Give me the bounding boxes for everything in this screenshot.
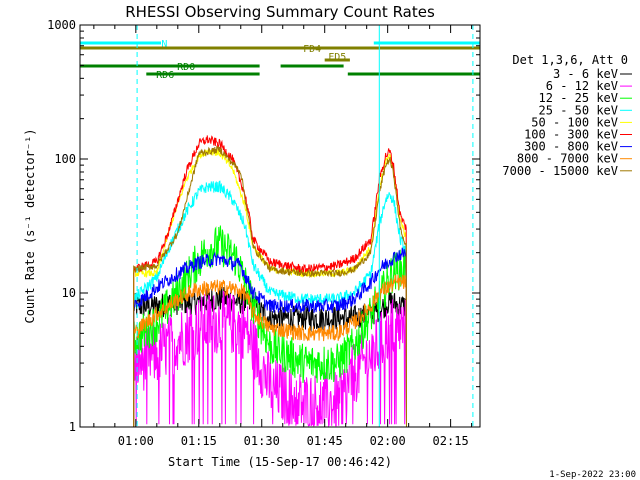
x-tick-label-1: 01:15 [181, 434, 217, 448]
flag-label-3: RD0 [177, 62, 195, 73]
series-line-5 [133, 135, 407, 428]
x-axis-label: Start Time (15-Sep-17 00:46:42) [168, 455, 392, 469]
legend-label-0: 3 - 6 keV [553, 67, 618, 81]
legend-label-1: 6 - 12 keV [546, 79, 618, 93]
series-line-2 [133, 225, 407, 428]
plot-frame [79, 24, 481, 428]
legend-label-3: 25 - 50 keV [539, 103, 618, 117]
legend-label-8: 7000 - 15000 keV [502, 164, 618, 178]
series-line-3 [133, 180, 407, 428]
x-axis: 01:00 01:15 01:30 01:45 02:00 02:15 [93, 25, 473, 448]
chart-title: RHESSI Observing Summary Count Rates [125, 3, 435, 21]
series-line-8 [133, 145, 407, 428]
series-line-1 [133, 290, 407, 428]
x-tick-label-5: 02:15 [433, 434, 469, 448]
legend-label-7: 800 - 7000 keV [517, 152, 618, 166]
y-axis-label: Count Rate (s⁻¹ detector⁻¹) [23, 128, 37, 323]
y-tick-label-3: 1000 [47, 18, 76, 32]
flag-label-2: FD5 [328, 52, 346, 63]
series-layer [133, 135, 407, 428]
legend-label-6: 300 - 800 keV [524, 140, 618, 154]
y-tick-label-0: 1 [69, 420, 76, 434]
generated-date: 1-Sep-2022 23:00 [549, 470, 636, 480]
flag-label-4: RD6 [156, 70, 174, 81]
x-tick-label-2: 01:30 [244, 434, 280, 448]
flag-label-1: FD4 [303, 44, 321, 55]
x-tick-label-3: 01:45 [307, 434, 343, 448]
legend-label-5: 100 - 300 keV [524, 128, 618, 142]
legend-label-2: 12 - 25 keV [539, 91, 618, 105]
series-line-6 [133, 247, 407, 428]
y-tick-label-2: 100 [54, 152, 76, 166]
x-tick-label-0: 01:00 [118, 434, 154, 448]
legend-title: Det 1,3,6, Att 0 [512, 53, 628, 67]
flag-label-0: N [161, 39, 167, 50]
y-axis: 1 10 100 1000 [47, 18, 480, 434]
x-tick-label-4: 02:00 [370, 434, 406, 448]
legend-label-4: 50 - 100 keV [531, 115, 618, 129]
series-line-7 [133, 274, 407, 428]
y-tick-label-1: 10 [62, 286, 76, 300]
